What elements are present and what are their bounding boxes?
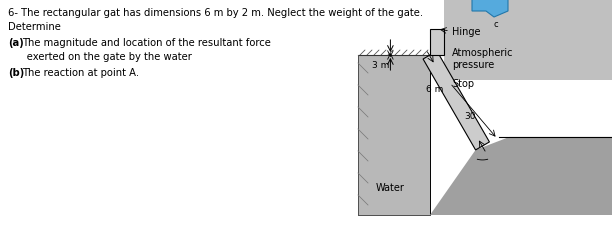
Text: Water: Water	[376, 182, 405, 192]
Text: Atmospheric: Atmospheric	[452, 48, 513, 58]
Text: (b): (b)	[8, 68, 24, 78]
Polygon shape	[472, 0, 508, 18]
Text: 30: 30	[465, 112, 476, 121]
Text: exerted on the gate by the water: exerted on the gate by the water	[8, 52, 192, 62]
Text: c: c	[494, 20, 498, 29]
Bar	[430, 30, 444, 56]
Text: 6- The rectangular gat has dimensions 6 m by 2 m. Neglect the weight of the gate: 6- The rectangular gat has dimensions 6 …	[8, 8, 423, 18]
Bar	[358, 56, 430, 215]
Bar	[444, 0, 612, 81]
Text: Hinge: Hinge	[452, 27, 480, 37]
Text: The magnitude and location of the resultant force: The magnitude and location of the result…	[22, 38, 271, 48]
Text: The reaction at point A.: The reaction at point A.	[22, 68, 139, 78]
Text: 3 m: 3 m	[372, 60, 390, 69]
Text: pressure: pressure	[452, 60, 494, 70]
Polygon shape	[423, 52, 490, 150]
Text: Stop: Stop	[452, 79, 474, 89]
Polygon shape	[358, 137, 612, 215]
Text: Determine: Determine	[8, 22, 61, 32]
Text: (a): (a)	[8, 38, 24, 48]
Text: 6 m: 6 m	[425, 85, 443, 94]
